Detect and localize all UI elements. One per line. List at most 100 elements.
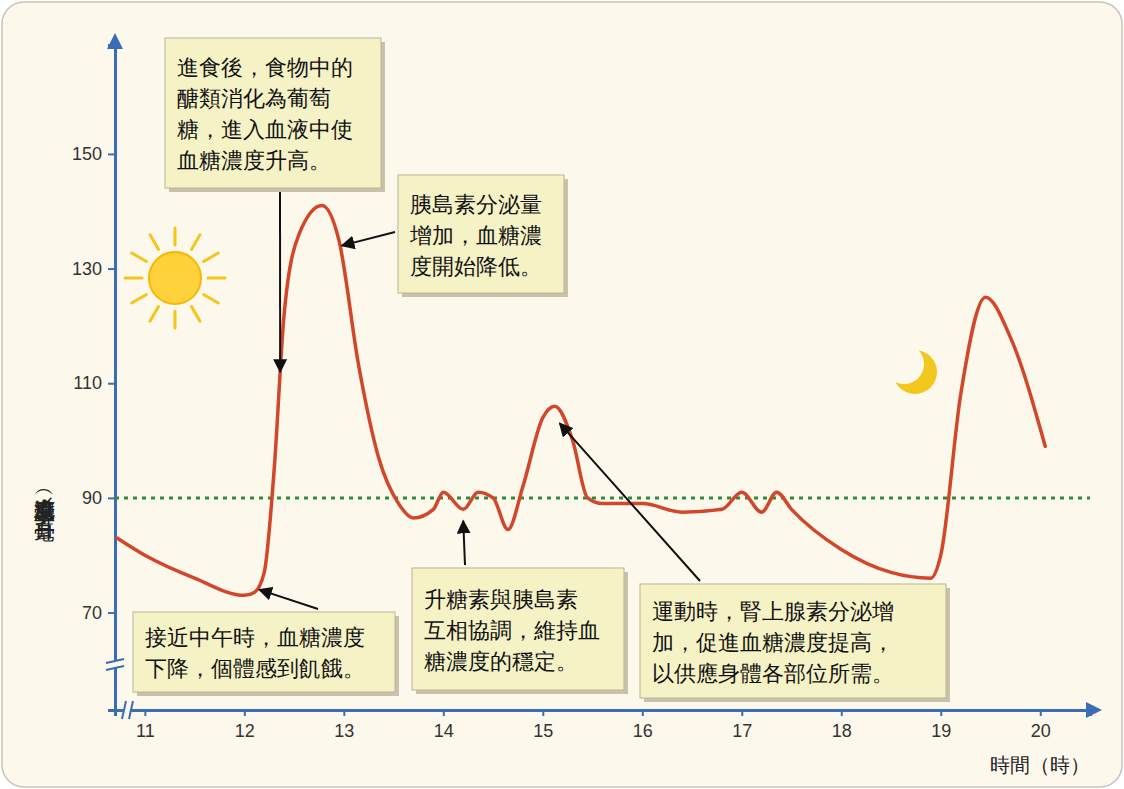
reference-line bbox=[115, 496, 1090, 499]
y-axis-line bbox=[108, 46, 116, 711]
y-break-mark bbox=[106, 659, 124, 663]
chart: 11 12 13 14 15 16 17 18 19 20 70 90 110 130 150 血糖濃度（毫克… bbox=[0, 0, 1124, 789]
y-tick: 130 bbox=[72, 259, 115, 279]
x-tick-label: 16 bbox=[633, 721, 653, 741]
annotation-arrow bbox=[279, 190, 281, 372]
moon-shadow bbox=[884, 344, 924, 384]
annotations: 進食後，食物中的醣類消化為葡萄糖，進入血液中使血糖濃度升高。胰島素分泌量增加，血… bbox=[133, 38, 950, 702]
x-break-mark bbox=[122, 701, 126, 719]
x-tick-mark bbox=[144, 710, 146, 716]
x-tick: 11 bbox=[136, 710, 155, 741]
x-tick: 13 bbox=[334, 710, 354, 741]
annotation-text: 度開始降低。 bbox=[410, 254, 542, 279]
annotation: 升糖素與胰島素互相協調，維持血糖濃度的穩定。 bbox=[412, 521, 628, 694]
x-tick-mark bbox=[542, 710, 544, 716]
y-axis-title: 血糖濃度（毫克／百毫升） bbox=[33, 482, 57, 542]
annotation-text: 下降，個體感到飢餓。 bbox=[145, 656, 365, 681]
annotation-box bbox=[165, 38, 381, 188]
annotation-arrow bbox=[560, 423, 700, 581]
y-axis: 70 90 110 130 150 bbox=[72, 46, 116, 711]
background bbox=[2, 2, 1122, 787]
annotation-text: 糖，進入血液中使 bbox=[177, 117, 353, 142]
annotation-arrow bbox=[259, 590, 318, 609]
blood-glucose-line bbox=[117, 206, 1045, 596]
sun-ray bbox=[192, 235, 201, 250]
axis-breaks bbox=[106, 659, 133, 719]
x-tick-mark bbox=[940, 710, 942, 716]
annotation-box bbox=[412, 568, 624, 690]
annotation-text: 加，促進血糖濃度提高， bbox=[652, 630, 894, 655]
annotation-arrow bbox=[342, 232, 395, 246]
sun-icon bbox=[125, 228, 225, 328]
annotation-text: 進食後，食物中的 bbox=[177, 55, 353, 80]
x-tick-label: 11 bbox=[136, 721, 155, 741]
x-tick: 18 bbox=[832, 710, 852, 741]
annotation: 接近中午時，血糖濃度下降，個體感到飢餓。 bbox=[133, 590, 399, 696]
annotation: 胰島素分泌量增加，血糖濃度開始降低。 bbox=[342, 175, 568, 297]
annotation: 運動時，腎上腺素分泌增加，促進血糖濃度提高，以供應身體各部位所需。 bbox=[560, 423, 950, 702]
x-tick: 14 bbox=[434, 710, 454, 741]
x-tick-mark bbox=[443, 710, 445, 716]
x-axis-title: 時間（時） bbox=[990, 753, 1090, 777]
x-tick-label: 15 bbox=[533, 721, 553, 741]
x-tick: 12 bbox=[235, 710, 255, 741]
x-tick-mark bbox=[841, 710, 843, 716]
sun-ray bbox=[132, 253, 147, 262]
x-tick-label: 20 bbox=[1031, 721, 1051, 741]
sun-ray bbox=[174, 311, 177, 328]
y-tick-mark bbox=[108, 612, 115, 614]
annotation: 進食後，食物中的醣類消化為葡萄糖，進入血液中使血糖濃度升高。 bbox=[165, 38, 385, 372]
y-tick-mark bbox=[108, 268, 115, 270]
y-tick: 70 bbox=[82, 603, 115, 623]
x-axis: 11 12 13 14 15 16 17 18 19 20 bbox=[116, 710, 1091, 741]
y-tick-label: 70 bbox=[82, 603, 102, 623]
sun-ray bbox=[150, 307, 159, 322]
annotation-text: 接近中午時，血糖濃度 bbox=[145, 625, 365, 650]
x-tick-mark bbox=[741, 710, 743, 716]
sun-ray bbox=[132, 295, 147, 304]
y-tick: 110 bbox=[73, 373, 115, 393]
x-tick-label: 19 bbox=[931, 721, 951, 741]
sun-ray bbox=[150, 235, 159, 250]
y-tick-mark bbox=[108, 497, 115, 499]
x-tick-mark bbox=[244, 710, 246, 716]
y-axis-arrow bbox=[107, 33, 123, 49]
y-tick-label: 90 bbox=[82, 488, 102, 508]
annotation-box bbox=[133, 612, 395, 692]
annotation-text: 糖濃度的穩定。 bbox=[424, 649, 578, 674]
annotation-arrow bbox=[463, 521, 465, 565]
x-tick-label: 13 bbox=[334, 721, 354, 741]
annotation-text: 升糖素與胰島素 bbox=[424, 587, 578, 612]
y-break-mark bbox=[106, 666, 124, 670]
annotation-text: 互相協調，維持血 bbox=[424, 618, 600, 643]
y-tick-mark bbox=[108, 383, 115, 385]
moon-icon bbox=[884, 344, 937, 394]
sun-ray bbox=[174, 228, 177, 245]
x-break-mark bbox=[129, 701, 133, 719]
y-tick-label: 150 bbox=[72, 144, 102, 164]
annotation-text: 血糖濃度升高。 bbox=[177, 148, 331, 173]
x-tick-mark bbox=[1040, 710, 1042, 716]
annotation-box bbox=[640, 584, 946, 698]
sun-ray bbox=[125, 277, 142, 280]
x-tick-label: 18 bbox=[832, 721, 852, 741]
x-tick-label: 17 bbox=[732, 721, 752, 741]
annotation-box bbox=[398, 175, 564, 293]
x-tick-label: 12 bbox=[235, 721, 255, 741]
x-tick: 16 bbox=[633, 710, 653, 741]
sun-ray bbox=[192, 307, 201, 322]
x-tick: 20 bbox=[1031, 710, 1051, 741]
plot-area bbox=[115, 206, 1090, 596]
x-axis-arrow bbox=[1086, 702, 1102, 718]
x-axis-line bbox=[116, 711, 1091, 717]
x-tick-mark bbox=[343, 710, 345, 716]
sun-ray bbox=[208, 277, 225, 280]
annotation-text: 醣類消化為葡萄 bbox=[177, 86, 331, 111]
sun-ray bbox=[204, 253, 219, 262]
x-tick: 19 bbox=[931, 710, 951, 741]
annotation-text: 胰島素分泌量 bbox=[410, 192, 542, 217]
x-tick-label: 14 bbox=[434, 721, 454, 741]
y-tick-mark bbox=[108, 153, 115, 155]
sun-disc bbox=[149, 252, 201, 304]
y-tick-label: 130 bbox=[72, 259, 102, 279]
